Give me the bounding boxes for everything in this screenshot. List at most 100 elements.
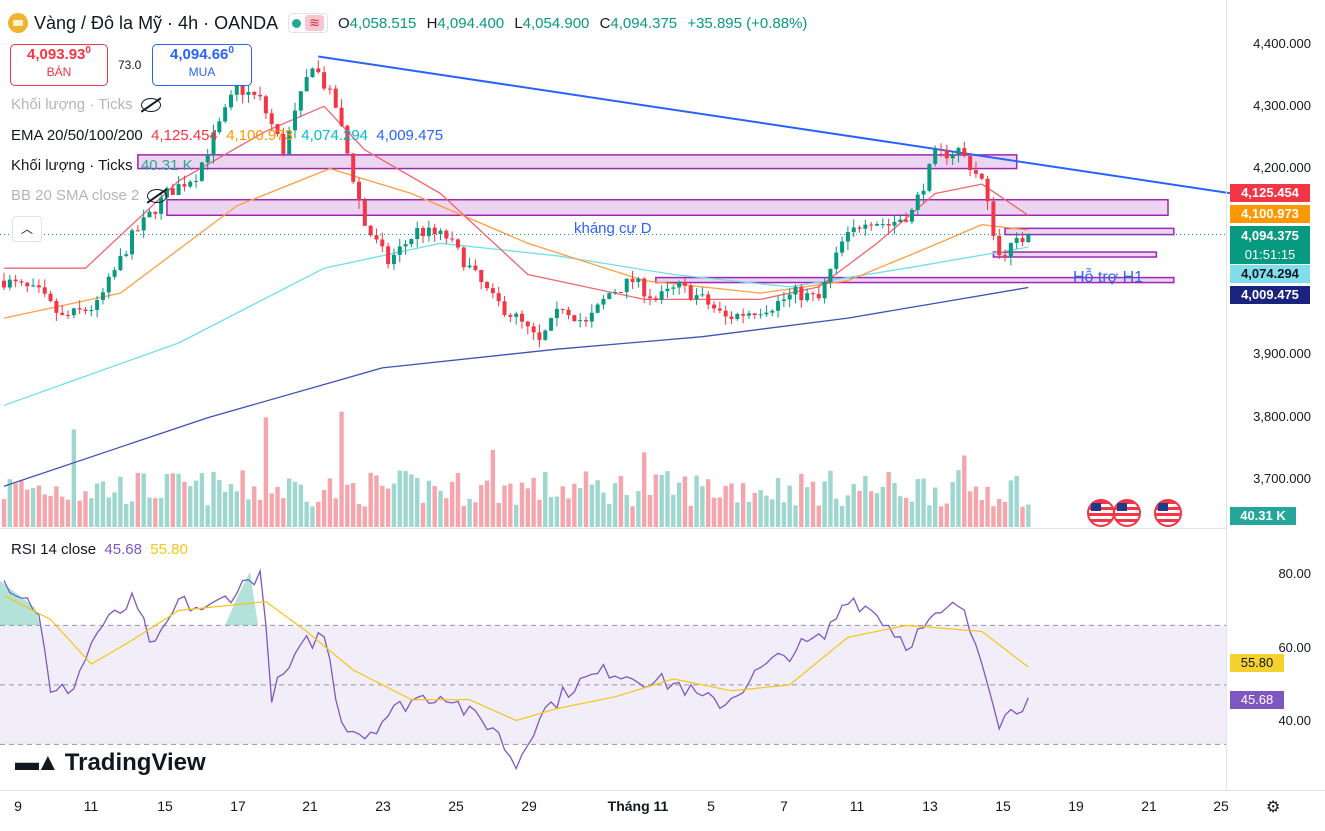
volume-bar [508, 483, 513, 527]
volume-legend[interactable]: Khối lượng · Ticks 40.31 K [11, 157, 193, 174]
candle-body [100, 292, 105, 301]
us-flag-icon[interactable] [1153, 499, 1182, 527]
candle-body [42, 287, 47, 294]
volume-legend-hidden[interactable]: Khối lượng · Ticks [11, 96, 161, 113]
volume-bar [60, 496, 65, 527]
candle-body [793, 286, 798, 295]
candle-body [578, 320, 583, 322]
buy-button[interactable]: 4,094.660 MUA [152, 44, 252, 86]
eye-hidden-icon[interactable] [147, 189, 168, 204]
time-label-month: Tháng 11 [607, 798, 669, 814]
volume-bar [403, 471, 408, 527]
candle-body [898, 219, 903, 223]
candle-body [706, 294, 711, 305]
candle-body [461, 247, 466, 268]
change-value: +35.895 (+0.88%) [687, 14, 808, 32]
volume-bar [863, 475, 868, 527]
us-flag-icon[interactable] [1113, 499, 1142, 527]
candle-body [554, 308, 559, 319]
volume-bar [566, 498, 571, 527]
candle-body [904, 219, 909, 222]
volume-bar [257, 499, 263, 527]
close-value: 4,094.375 [610, 14, 678, 32]
candle-body [764, 312, 769, 315]
time-label: 11 [849, 798, 865, 814]
collapse-legend-button[interactable]: ︿ [12, 216, 42, 242]
volume-bar [1014, 475, 1019, 527]
volume-bar [676, 482, 682, 527]
candle-body [473, 265, 478, 270]
candle-body [997, 235, 1002, 256]
chart-toggle[interactable]: ≋ [288, 13, 328, 33]
volume-bar [624, 495, 629, 527]
time-label: 17 [230, 798, 246, 814]
candle-body [223, 107, 228, 122]
eye-hidden-icon[interactable] [140, 98, 161, 113]
volume-bar [112, 492, 117, 527]
volume-bar [682, 476, 688, 527]
us-flag-icon[interactable] [1087, 499, 1115, 527]
volume-bar [845, 495, 851, 527]
candle-body [1020, 237, 1025, 243]
candle-body [659, 291, 664, 300]
volume-bar [94, 483, 100, 527]
candle-body [636, 278, 641, 283]
volume-bar [316, 501, 321, 527]
volume-bar [752, 492, 757, 527]
time-label: 11 [83, 798, 99, 814]
bb-legend-hidden[interactable]: BB 20 SMA close 2 [11, 187, 168, 204]
candle-body [595, 304, 600, 313]
ema50-price-tag: 4,100.973 [1230, 205, 1310, 223]
settings-icon[interactable]: ⚙ [1266, 799, 1281, 816]
wave-icon[interactable]: ≋ [305, 15, 324, 31]
rsi-scale-label: 40.00 [1278, 713, 1311, 728]
candle-body [263, 96, 268, 114]
volume-bar [48, 495, 53, 527]
volume-legend-value: 40.31 K [140, 157, 193, 174]
candle-body [258, 94, 263, 97]
rsi-scale-label: 80.00 [1278, 566, 1311, 581]
economic-events[interactable] [1087, 499, 1182, 532]
candle-body [362, 200, 367, 226]
candle-body [397, 246, 402, 255]
volume-bar [799, 473, 804, 527]
rsi-legend[interactable]: RSI 14 close 45.68 55.80 [11, 541, 188, 558]
sell-button[interactable]: 4,093.930 BÁN [10, 44, 108, 86]
rsi-value: 45.68 [104, 541, 142, 558]
candle-body [770, 310, 775, 313]
volume-bar [933, 487, 938, 527]
candle-body [217, 121, 222, 133]
rsi-ma-tag: 55.80 [1230, 654, 1284, 672]
candle-body [618, 292, 623, 294]
volume-bar [467, 498, 472, 527]
volume-bar [647, 495, 653, 527]
candle-body [455, 239, 460, 248]
ema-legend[interactable]: EMA 20/50/100/200 4,125.454 4,100.973 4,… [11, 127, 444, 144]
volume-bar [519, 482, 525, 527]
ema100-line [3, 242, 1029, 406]
candle-body [514, 313, 519, 317]
volume-bar [921, 478, 926, 527]
candle-body [293, 110, 297, 131]
candle-body [327, 88, 332, 90]
candle-body [671, 287, 676, 289]
volume-bar [292, 481, 298, 527]
candle-body [66, 314, 71, 316]
candle-body [54, 300, 59, 313]
tradingview-logo[interactable]: ▬▲ TradingView [15, 749, 206, 776]
volume-bar [426, 480, 432, 527]
volume-bar [636, 491, 641, 527]
candle-body [60, 312, 65, 315]
candle-body [810, 293, 815, 295]
candle-body [368, 225, 373, 236]
volume-bar [886, 472, 891, 527]
sr-zone-box [1004, 227, 1175, 236]
candle-body [723, 310, 728, 317]
symbol-title[interactable]: Vàng / Đô la Mỹ · 4h · OANDA [34, 12, 279, 33]
volume-bar [607, 503, 612, 527]
volume-bar [36, 485, 42, 527]
volume-bar [642, 452, 647, 527]
candle-body [776, 301, 781, 311]
time-label: 15 [157, 798, 173, 814]
